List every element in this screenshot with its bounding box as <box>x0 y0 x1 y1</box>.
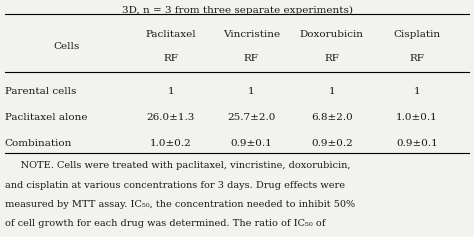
Text: RF: RF <box>244 54 259 63</box>
Text: 26.0±1.3: 26.0±1.3 <box>146 113 195 122</box>
Text: RF: RF <box>410 54 425 63</box>
Text: 1: 1 <box>328 87 335 96</box>
Text: RF: RF <box>324 54 339 63</box>
Text: 1.0±0.2: 1.0±0.2 <box>150 139 191 148</box>
Text: Parental cells: Parental cells <box>5 87 76 96</box>
Text: 0.9±0.1: 0.9±0.1 <box>230 139 272 148</box>
Text: NOTE. Cells were treated with paclitaxel, vincristine, doxorubicin,: NOTE. Cells were treated with paclitaxel… <box>5 161 350 170</box>
Text: 3D, n = 3 from three separate experiments): 3D, n = 3 from three separate experiment… <box>121 6 353 15</box>
Text: 0.9±0.2: 0.9±0.2 <box>311 139 353 148</box>
Text: measured by MTT assay. IC₅₀, the concentration needed to inhibit 50%: measured by MTT assay. IC₅₀, the concent… <box>5 200 355 209</box>
Text: Cisplatin: Cisplatin <box>393 30 441 39</box>
Text: 6.8±2.0: 6.8±2.0 <box>311 113 353 122</box>
Text: 0.9±0.1: 0.9±0.1 <box>396 139 438 148</box>
Text: Doxorubicin: Doxorubicin <box>300 30 364 39</box>
Text: 1: 1 <box>248 87 255 96</box>
Text: Vincristine: Vincristine <box>223 30 280 39</box>
Text: Cells: Cells <box>53 42 80 51</box>
Text: and cisplatin at various concentrations for 3 days. Drug effects were: and cisplatin at various concentrations … <box>5 181 345 190</box>
Text: Combination: Combination <box>5 139 72 148</box>
Text: Paclitaxel alone: Paclitaxel alone <box>5 113 87 122</box>
Text: 1: 1 <box>167 87 174 96</box>
Text: 1.0±0.1: 1.0±0.1 <box>396 113 438 122</box>
Text: 1: 1 <box>414 87 420 96</box>
Text: RF: RF <box>163 54 178 63</box>
Text: Paclitaxel: Paclitaxel <box>146 30 196 39</box>
Text: of cell growth for each drug was determined. The ratio of IC₅₀ of: of cell growth for each drug was determi… <box>5 219 325 228</box>
Text: 25.7±2.0: 25.7±2.0 <box>227 113 275 122</box>
